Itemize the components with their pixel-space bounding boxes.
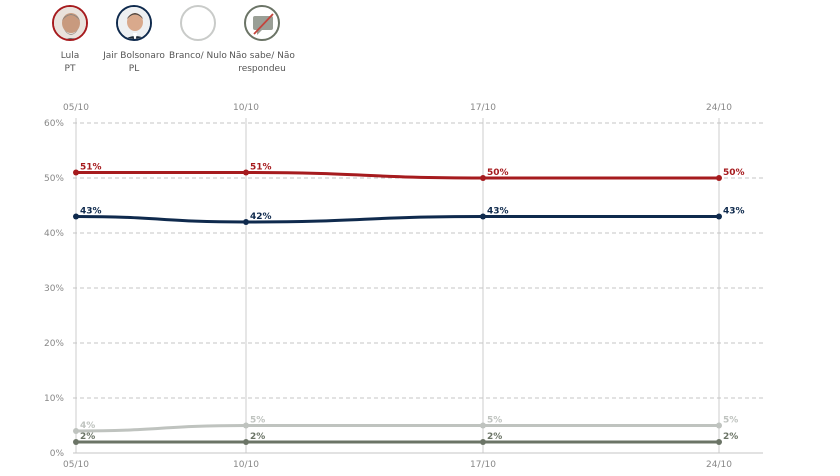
legend: Lula PT Jair Bolsonaro PL Branco/ Nulo bbox=[38, 5, 295, 76]
no-answer-avatar bbox=[244, 5, 280, 41]
data-label: 50% bbox=[723, 168, 745, 178]
bolsonaro-avatar bbox=[116, 5, 152, 41]
x-tick-label-top: 10/10 bbox=[233, 103, 259, 113]
y-tick-label: 10% bbox=[44, 394, 64, 404]
data-label: 50% bbox=[487, 168, 509, 178]
data-point bbox=[243, 219, 249, 225]
data-label: 43% bbox=[80, 207, 102, 217]
data-label: 42% bbox=[250, 212, 272, 222]
legend-item-bolsonaro[interactable]: Jair Bolsonaro PL bbox=[102, 5, 166, 76]
series-line bbox=[75, 170, 719, 180]
data-label: 4% bbox=[80, 421, 95, 431]
data-label: 2% bbox=[723, 432, 738, 442]
legend-label: Jair Bolsonaro PL bbox=[103, 51, 165, 74]
data-point bbox=[716, 213, 722, 220]
data-label: 5% bbox=[487, 416, 502, 426]
data-label: 2% bbox=[487, 432, 502, 442]
legend-label: Não sabe/ Não respondeu bbox=[229, 51, 295, 74]
data-point bbox=[73, 213, 79, 220]
data-point bbox=[480, 439, 486, 445]
data-point bbox=[73, 439, 79, 445]
x-tick-label-top: 05/10 bbox=[63, 103, 89, 113]
data-label: 2% bbox=[250, 432, 265, 442]
y-tick-label: 40% bbox=[44, 229, 64, 239]
data-label: 51% bbox=[250, 163, 272, 173]
legend-label: Branco/ Nulo bbox=[169, 51, 227, 61]
crossed-speech-bubble-icon bbox=[253, 13, 274, 35]
legend-item-branco-nulo[interactable]: Branco/ Nulo bbox=[166, 5, 230, 76]
data-label: 2% bbox=[80, 432, 95, 442]
series-line bbox=[75, 424, 720, 433]
y-tick-label: 60% bbox=[44, 119, 64, 129]
legend-label: Lula PT bbox=[60, 51, 80, 74]
series-line bbox=[75, 215, 719, 224]
legend-item-nao-sabe[interactable]: Não sabe/ Não respondeu bbox=[229, 5, 295, 76]
data-point bbox=[716, 439, 722, 445]
x-tick-label-bottom: 05/10 bbox=[63, 460, 89, 470]
y-tick-label: 30% bbox=[44, 284, 64, 294]
data-point bbox=[480, 175, 486, 181]
lula-photo-icon bbox=[54, 7, 86, 39]
y-tick-label: 20% bbox=[44, 339, 64, 349]
data-label: 43% bbox=[487, 207, 509, 217]
bolsonaro-photo-icon bbox=[118, 7, 150, 39]
x-tick-label-top: 24/10 bbox=[706, 103, 732, 113]
x-tick-label-bottom: 17/10 bbox=[470, 460, 496, 470]
data-point bbox=[73, 169, 79, 176]
data-point bbox=[480, 422, 486, 429]
data-label: 5% bbox=[723, 416, 738, 426]
lula-avatar bbox=[52, 5, 88, 41]
x-tick-label-bottom: 24/10 bbox=[706, 460, 732, 470]
data-point bbox=[243, 422, 249, 429]
data-point bbox=[243, 439, 249, 445]
x-tick-label-top: 17/10 bbox=[470, 103, 496, 113]
data-point bbox=[73, 428, 79, 434]
data-point bbox=[716, 175, 722, 181]
y-tick-label: 0% bbox=[50, 449, 65, 459]
data-label: 51% bbox=[80, 163, 102, 173]
data-label: 5% bbox=[250, 416, 265, 426]
data-point bbox=[480, 213, 486, 220]
data-label: 43% bbox=[723, 207, 745, 217]
legend-item-lula[interactable]: Lula PT bbox=[38, 5, 102, 76]
y-tick-label: 50% bbox=[44, 174, 64, 184]
blank-circle-icon bbox=[180, 5, 216, 41]
data-point bbox=[243, 169, 249, 176]
x-tick-label-bottom: 10/10 bbox=[233, 460, 259, 470]
data-point bbox=[716, 422, 722, 429]
